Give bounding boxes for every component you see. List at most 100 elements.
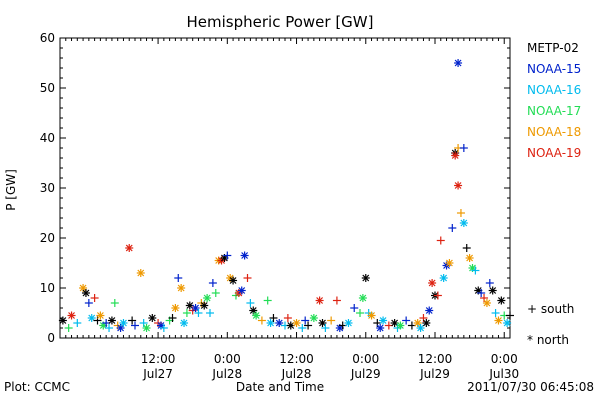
data-point-north [503, 319, 512, 327]
data-point-north [237, 286, 246, 295]
data-point-south [485, 279, 494, 287]
data-point-north [148, 314, 157, 322]
legend: METP-02 NOAA-15 NOAA-16 NOAA-17 NOAA-18 NOAA-… [527, 41, 581, 160]
data-point-north [67, 311, 76, 320]
x-tick-time-label: 12:00 [279, 352, 314, 366]
data-point-south [128, 316, 137, 325]
data-point-south [105, 324, 114, 332]
x-tick-time-label: 0:00 [214, 352, 241, 366]
data-point-south [174, 274, 183, 282]
legend-entry: NOAA-16 [527, 83, 581, 97]
data-point-north [451, 151, 460, 160]
data-point-north [119, 319, 128, 327]
data-point-south [243, 274, 252, 282]
data-point-north [79, 284, 88, 292]
data-point-south [459, 144, 468, 152]
data-point-north [344, 319, 353, 327]
y-tick-label: 0 [47, 331, 55, 345]
data-point-south [304, 321, 313, 330]
data-point-south [506, 311, 514, 320]
data-point-north [180, 319, 189, 327]
x-tick-date-label: Jul29 [350, 367, 381, 381]
data-point-north [116, 324, 125, 332]
y-tick-label: 10 [40, 281, 55, 295]
data-point-north [292, 319, 301, 327]
data-points [58, 59, 514, 332]
y-tick-label: 60 [40, 31, 55, 45]
data-point-north [361, 274, 370, 282]
data-point-south [257, 316, 266, 325]
y-tick-label: 50 [40, 81, 55, 95]
data-point-north [494, 316, 503, 325]
data-point-north [240, 251, 249, 260]
data-point-south [332, 296, 341, 305]
legend-entry: NOAA-17 [527, 104, 581, 118]
data-point-north [482, 299, 491, 307]
data-point-south [327, 316, 336, 325]
data-point-south [64, 324, 73, 332]
data-point-north [136, 269, 145, 277]
data-point-south [208, 279, 217, 287]
x-tick-date-label: Jul30 [488, 367, 519, 381]
y-axis-label: P [GW] [4, 169, 18, 211]
x-tick-time-label: 0:00 [352, 352, 379, 366]
data-point-south [206, 309, 214, 317]
data-point-south [182, 309, 191, 317]
data-point-north [142, 324, 151, 332]
data-point-north [200, 301, 209, 310]
data-point-south [298, 324, 307, 332]
data-point-north [497, 296, 506, 305]
data-point-north [454, 181, 463, 190]
data-point-north [177, 284, 186, 292]
data-point-north [81, 289, 90, 297]
data-point-south [402, 316, 411, 325]
data-point-north [425, 306, 434, 315]
data-point-north [58, 316, 67, 325]
y-tick-label: 40 [40, 131, 55, 145]
x-tick-date-label: Jul28 [211, 367, 242, 381]
legend-entry: NOAA-18 [527, 125, 581, 139]
data-point-north [459, 219, 468, 227]
data-point-north [454, 59, 463, 67]
data-point-south [448, 224, 457, 232]
data-point-north [465, 254, 474, 262]
data-point-south [471, 266, 480, 275]
data-point-south [110, 299, 119, 307]
data-point-south [283, 314, 292, 322]
legend-entry: NOAA-19 [527, 146, 581, 160]
data-point-north [252, 311, 261, 320]
x-axis-label: Date and Time [236, 380, 324, 394]
data-point-south [84, 299, 93, 307]
x-tick-time-label: 12:00 [141, 352, 176, 366]
data-point-south [131, 321, 139, 330]
axes: 010203040506012:00Jul270:00Jul2812:00Jul… [40, 31, 519, 381]
data-point-north [445, 259, 454, 267]
data-point-south [263, 296, 272, 305]
data-point-north [266, 319, 275, 327]
data-point-north [309, 314, 318, 322]
data-point-north [318, 319, 327, 327]
x-tick-time-label: 0:00 [491, 352, 518, 366]
plot-frame [59, 37, 511, 339]
x-tick-date-label: Jul27 [142, 367, 173, 381]
data-point-south [491, 309, 500, 317]
data-point-south [356, 309, 364, 317]
data-point-north [367, 311, 376, 320]
x-tick-time-label: 12:00 [418, 352, 453, 366]
data-point-south [223, 251, 232, 260]
marker-legend: + south * north [527, 302, 574, 347]
footer-credit: Plot: CCMC [4, 380, 70, 394]
legend-entry: NOAA-15 [527, 62, 581, 76]
data-point-north [379, 316, 388, 325]
data-point-north [107, 316, 116, 325]
data-point-north [422, 319, 431, 327]
data-point-south [477, 289, 486, 297]
data-point-north [416, 324, 425, 332]
footer-timestamp: 2011/07/30 06:45:08 [467, 380, 594, 394]
marker-legend-entry: * north [527, 333, 569, 347]
marker-legend-entry: + south [527, 302, 574, 316]
x-tick-date-label: Jul29 [419, 367, 450, 381]
data-point-north [96, 311, 105, 320]
data-point-south [159, 324, 168, 332]
